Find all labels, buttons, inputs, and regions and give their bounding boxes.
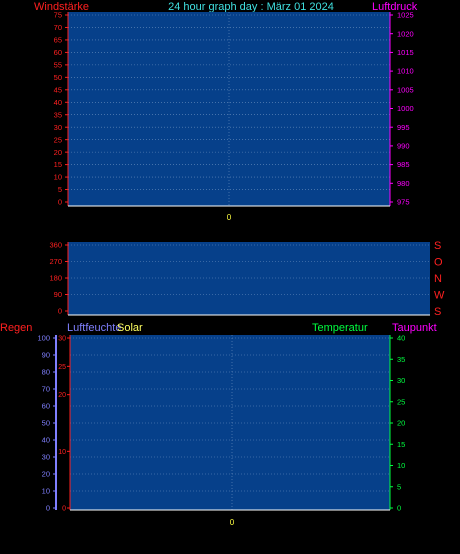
tick-label: 1005 bbox=[397, 85, 414, 94]
tick-label: 25 bbox=[54, 135, 62, 144]
wind-pressure-chart: Windstärke 24 hour graph day : März 01 2… bbox=[34, 1, 418, 222]
tick-label: 5 bbox=[58, 185, 62, 194]
tick-label: 15 bbox=[54, 160, 62, 169]
tick-label: 20 bbox=[58, 392, 66, 399]
chart-title: 24 hour graph day : März 01 2024 bbox=[168, 1, 334, 13]
tick-label: 20 bbox=[54, 148, 62, 157]
rain-label: Regen bbox=[0, 322, 32, 334]
tick-label: 60 bbox=[42, 402, 50, 411]
humidity-label: Luftfeuchte bbox=[67, 322, 121, 334]
tick-label: 5 bbox=[397, 482, 401, 491]
temperature-label: Temperatur bbox=[312, 322, 368, 334]
tick-label: 1010 bbox=[397, 67, 414, 76]
direction-grid bbox=[68, 244, 430, 295]
tick-label: 80 bbox=[42, 368, 50, 377]
tick-label: 40 bbox=[397, 334, 405, 343]
tick-label: 980 bbox=[397, 179, 410, 188]
pressure-axis-label: Luftdruck bbox=[372, 1, 418, 13]
tick-label: 985 bbox=[397, 160, 410, 169]
tick-label: 10 bbox=[397, 461, 405, 470]
rain-axis-ticks: 0 10 20 25 30 bbox=[58, 335, 70, 512]
tick-label: 1020 bbox=[397, 29, 414, 38]
compass-label: S bbox=[434, 306, 441, 318]
tick-label: 100 bbox=[37, 334, 50, 343]
tick-label: 15 bbox=[397, 440, 405, 449]
tick-label: 20 bbox=[397, 419, 405, 428]
compass-label: S bbox=[434, 240, 441, 252]
tick-label: 50 bbox=[54, 73, 62, 82]
tick-label: 0 bbox=[46, 504, 50, 513]
tick-label: 10 bbox=[54, 173, 62, 182]
tick-label: 25 bbox=[58, 364, 66, 371]
compass-label: O bbox=[434, 257, 443, 269]
tick-label: 90 bbox=[42, 351, 50, 360]
compass-label: N bbox=[434, 273, 442, 285]
tick-label: 35 bbox=[397, 355, 405, 364]
tick-label: 50 bbox=[42, 419, 50, 428]
direction-degree-ticks: 0 90 180 270 360 bbox=[49, 241, 68, 316]
tick-label: 30 bbox=[42, 453, 50, 462]
tick-label: 990 bbox=[397, 142, 410, 151]
temperature-axis-ticks: 0 5 10 15 20 25 30 35 40 bbox=[390, 334, 405, 513]
tick-label: 75 bbox=[54, 11, 62, 20]
humidity-axis-ticks: 0 10 20 30 40 50 60 70 80 90 100 bbox=[37, 334, 56, 513]
tick-label: 70 bbox=[42, 385, 50, 394]
wind-axis-ticks: 0 5 10 15 20 25 30 35 40 45 50 55 60 65 70 75 bbox=[54, 11, 68, 207]
tick-label: 45 bbox=[54, 85, 62, 94]
tick-label: 60 bbox=[54, 48, 62, 57]
climate-plot-area bbox=[70, 335, 390, 510]
tick-label: 0 bbox=[58, 198, 62, 207]
tick-label: 40 bbox=[54, 98, 62, 107]
wind-axis-label: Windstärke bbox=[34, 1, 89, 13]
tick-label: 0 bbox=[397, 504, 401, 513]
climate-chart: Regen Luftfeuchte Solar Temperatur Taupu… bbox=[0, 322, 437, 527]
climate-grid bbox=[70, 337, 390, 492]
tick-label: 1000 bbox=[397, 104, 414, 113]
tick-label: 30 bbox=[397, 376, 405, 385]
x-tick-label: 0 bbox=[230, 518, 235, 527]
tick-label: 35 bbox=[54, 110, 62, 119]
tick-label: 30 bbox=[54, 123, 62, 132]
wind-pressure-plot-area bbox=[68, 12, 390, 206]
tick-label: 0 bbox=[58, 307, 62, 316]
tick-label: 10 bbox=[42, 487, 50, 496]
tick-label: 360 bbox=[49, 241, 62, 250]
tick-label: 40 bbox=[42, 436, 50, 445]
tick-label: 1015 bbox=[397, 48, 414, 57]
tick-label: 180 bbox=[49, 274, 62, 283]
tick-label: 995 bbox=[397, 123, 410, 132]
tick-label: 55 bbox=[54, 60, 62, 69]
tick-label: 0 bbox=[62, 505, 66, 512]
pressure-axis-ticks: 975 980 985 990 995 1000 1005 1010 1015 1020 1025 bbox=[390, 11, 414, 207]
tick-label: 1025 bbox=[397, 11, 414, 20]
tick-label: 270 bbox=[49, 257, 62, 266]
tick-label: 20 bbox=[42, 470, 50, 479]
dewpoint-label: Taupunkt bbox=[392, 322, 437, 334]
tick-label: 30 bbox=[58, 335, 66, 342]
tick-label: 975 bbox=[397, 198, 410, 207]
x-tick-label: 0 bbox=[227, 213, 232, 222]
compass-label: W bbox=[434, 290, 445, 302]
direction-plot-area bbox=[68, 242, 430, 315]
solar-label: Solar bbox=[117, 322, 143, 334]
tick-label: 10 bbox=[58, 449, 66, 456]
tick-label: 25 bbox=[397, 397, 405, 406]
tick-label: 90 bbox=[54, 290, 62, 299]
tick-label: 70 bbox=[54, 23, 62, 32]
tick-label: 65 bbox=[54, 36, 62, 45]
